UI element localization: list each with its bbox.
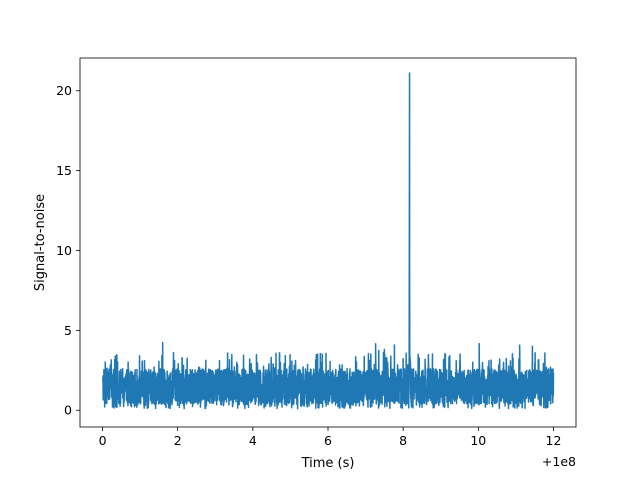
y-tick-label: 15 [56, 163, 72, 178]
x-tick-label: 6 [324, 433, 332, 448]
x-axis-label: Time (s) [301, 456, 355, 471]
x-tick-label: 4 [249, 433, 257, 448]
y-tick-label: 10 [56, 243, 72, 258]
series-line [101, 72, 555, 410]
x-tick-label: 12 [546, 433, 562, 448]
x-axis-offset-label: +1e8 [542, 454, 576, 469]
y-axis-label: Signal-to-noise [33, 194, 48, 291]
y-tick-label: 5 [64, 323, 72, 338]
x-tick-label: 8 [399, 433, 407, 448]
plot-area [101, 72, 555, 410]
y-tick-label: 0 [64, 403, 72, 418]
y-tick-label: 20 [56, 83, 72, 98]
x-tick-label: 2 [174, 433, 182, 448]
x-tick-label: 10 [470, 433, 486, 448]
axes: 0 2 4 6 8 10 12 0 5 10 15 20 [56, 57, 577, 448]
x-tick-label: 0 [99, 433, 107, 448]
